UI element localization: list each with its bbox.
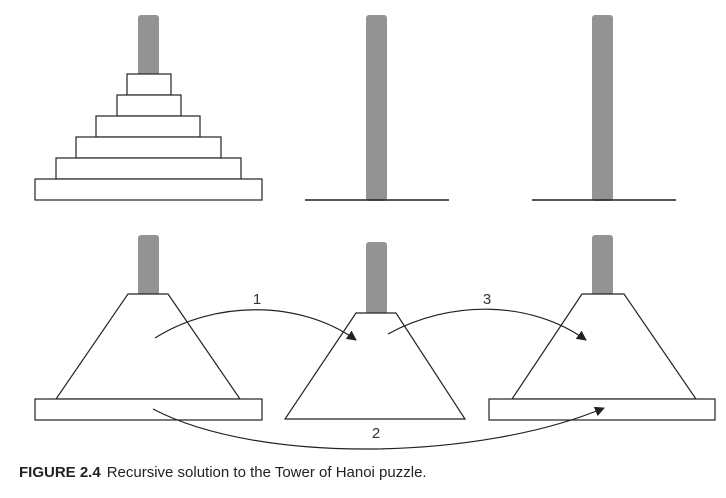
figure-number: FIGURE 2.4 [19,464,101,481]
tower-2-pyramid [283,312,467,420]
tower-3-pyramid [510,293,698,400]
disk-1 [126,73,172,96]
tower-2 [283,242,467,420]
arrow-step-3 [387,308,587,341]
tower-3-base-disk [488,398,716,421]
tower-1-base-disk [34,398,263,421]
peg-1 [138,15,159,77]
top-row [34,15,676,201]
peg-2-empty [305,15,449,201]
disk-6 [34,178,263,201]
tower-2-peg [366,242,387,314]
tower-3-peg [592,235,613,295]
disk-3 [95,115,201,138]
figure-caption-text: Recursive solution to the Tower of Hanoi… [106,464,427,481]
arrow-step-1 [154,309,357,341]
disk-4 [75,136,222,159]
disk-5 [55,157,242,180]
peg-1-with-disks [34,15,263,201]
tower-1-peg [138,235,159,295]
peg-2 [366,15,387,201]
disk-2 [116,94,182,117]
tower-3 [488,235,716,421]
bottom-row: 1 3 2 [34,235,716,450]
figure-caption: FIGURE 2.4 Recursive solution to the Towe… [19,464,427,481]
tower-1-pyramid [54,293,242,400]
tower-1 [34,235,263,421]
peg-3-empty [532,15,676,201]
arrow-step-2 [152,406,605,450]
step-label-2: 2 [372,425,380,442]
step-label-3: 3 [483,291,491,308]
step-label-1: 1 [253,291,261,308]
peg-3 [592,15,613,201]
